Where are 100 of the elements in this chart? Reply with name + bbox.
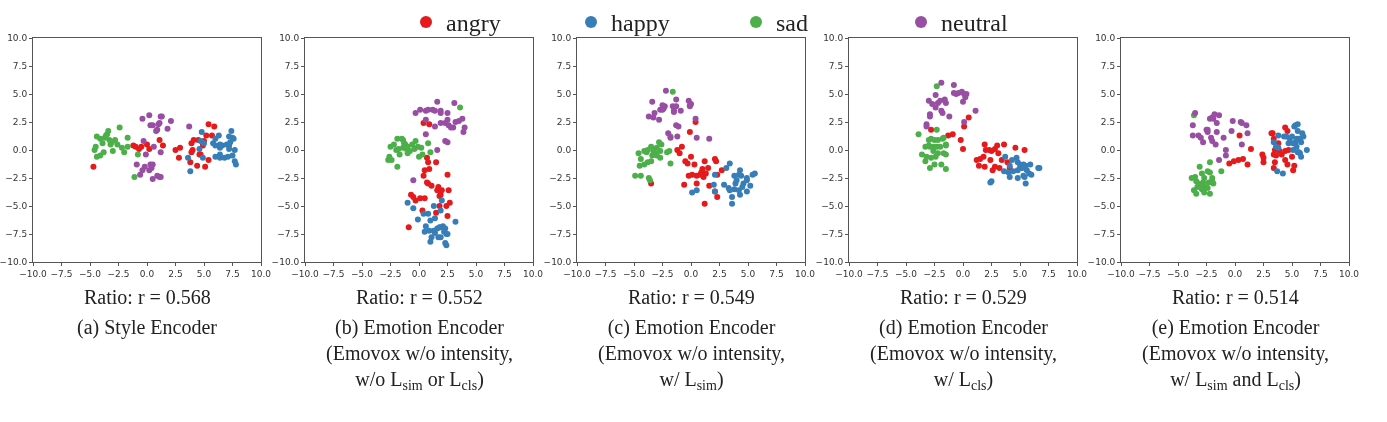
x-tick-label: −10.0 bbox=[19, 268, 48, 279]
y-tick-label: 2.5 bbox=[284, 117, 300, 128]
y-tick-label: 7.5 bbox=[12, 61, 28, 72]
x-tick-label: 7.5 bbox=[1041, 268, 1056, 279]
x-tick-label: −10.0 bbox=[563, 268, 592, 279]
y-tick-label: 5.0 bbox=[12, 89, 28, 100]
x-tick-label: 2.5 bbox=[440, 268, 455, 279]
y-tick-label: 10.0 bbox=[279, 33, 300, 44]
y-tick-label: −5.0 bbox=[5, 201, 28, 212]
y-tick-label: 10.0 bbox=[823, 33, 844, 44]
y-tick-label: −10.0 bbox=[0, 257, 28, 268]
x-tick-label: 5.0 bbox=[468, 268, 484, 279]
y-tick-label: −7.5 bbox=[5, 229, 28, 240]
y-tick-label: 0.0 bbox=[12, 145, 28, 156]
x-tick-label: 10.0 bbox=[1338, 268, 1360, 279]
x-tick-label: 0.0 bbox=[955, 268, 971, 279]
x-tick-label: −2.5 bbox=[923, 268, 946, 279]
y-tick-label: 2.5 bbox=[828, 117, 844, 128]
x-tick-label: −5.0 bbox=[895, 268, 918, 279]
y-tick-label: −10.0 bbox=[1087, 257, 1116, 268]
x-tick-label: −7.5 bbox=[594, 268, 617, 279]
y-tick-label: 2.5 bbox=[12, 117, 28, 128]
legend-label: happy bbox=[611, 10, 670, 37]
x-tick-label: −2.5 bbox=[379, 268, 402, 279]
y-tick-label: −2.5 bbox=[5, 173, 28, 184]
x-tick-label: 10.0 bbox=[1066, 268, 1088, 279]
x-tick-label: 0.0 bbox=[139, 268, 155, 279]
y-tick-label: −10.0 bbox=[543, 257, 572, 268]
text: (e) Emotion Encoder (Emovox w/o intensity, w/ L$_{sim}$ and L$_{cls}$) bbox=[1142, 316, 1330, 394]
y-tick-label: 5.0 bbox=[556, 89, 572, 100]
y-tick-label: 5.0 bbox=[1100, 89, 1116, 100]
y-tick-label: 5.0 bbox=[828, 89, 844, 100]
x-tick-label: −5.0 bbox=[1167, 268, 1190, 279]
x-tick-label: −10.0 bbox=[835, 268, 864, 279]
text: Ratio: r = 0.552 bbox=[356, 286, 483, 308]
x-tick-label: −7.5 bbox=[866, 268, 889, 279]
y-tick-label: −2.5 bbox=[821, 173, 844, 184]
x-tick-label: 5.0 bbox=[1012, 268, 1028, 279]
y-tick-label: 0.0 bbox=[284, 145, 300, 156]
y-tick-label: −5.0 bbox=[1093, 201, 1116, 212]
y-tick-label: 7.5 bbox=[1100, 61, 1116, 72]
x-tick-label: −7.5 bbox=[322, 268, 345, 279]
x-tick-label: −7.5 bbox=[1138, 268, 1161, 279]
y-tick-label: 2.5 bbox=[556, 117, 572, 128]
x-tick-label: 7.5 bbox=[1313, 268, 1328, 279]
y-tick-label: 7.5 bbox=[284, 61, 300, 72]
text: Ratio: r = 0.568 bbox=[84, 286, 211, 308]
x-tick-label: −5.0 bbox=[351, 268, 374, 279]
x-tick-label: 7.5 bbox=[769, 268, 784, 279]
x-tick-label: 10.0 bbox=[522, 268, 544, 279]
y-tick-label: −7.5 bbox=[821, 229, 844, 240]
x-tick-label: 0.0 bbox=[683, 268, 699, 279]
x-tick-label: −5.0 bbox=[623, 268, 646, 279]
x-tick-label: 0.0 bbox=[411, 268, 427, 279]
legend-label: neutral bbox=[941, 10, 1008, 37]
x-tick-label: 2.5 bbox=[984, 268, 999, 279]
y-tick-label: −7.5 bbox=[549, 229, 572, 240]
y-tick-label: 7.5 bbox=[828, 61, 844, 72]
text: Ratio: r = 0.549 bbox=[628, 286, 755, 308]
y-tick-label: 5.0 bbox=[284, 89, 300, 100]
y-tick-label: −5.0 bbox=[549, 201, 572, 212]
x-tick-label: −10.0 bbox=[1107, 268, 1136, 279]
y-tick-label: 2.5 bbox=[1100, 117, 1116, 128]
y-tick-label: −2.5 bbox=[277, 173, 300, 184]
x-tick-label: −2.5 bbox=[1195, 268, 1218, 279]
x-tick-label: 2.5 bbox=[712, 268, 727, 279]
x-tick-label: 5.0 bbox=[740, 268, 756, 279]
y-tick-label: −2.5 bbox=[549, 173, 572, 184]
text: Ratio: r = 0.529 bbox=[900, 286, 1027, 308]
legend-label: sad bbox=[776, 10, 808, 37]
text: Ratio: r = 0.514 bbox=[1172, 286, 1299, 308]
x-tick-label: 2.5 bbox=[1256, 268, 1271, 279]
x-tick-label: 7.5 bbox=[497, 268, 512, 279]
x-tick-label: 5.0 bbox=[196, 268, 212, 279]
y-tick-label: −7.5 bbox=[277, 229, 300, 240]
x-tick-label: 5.0 bbox=[1284, 268, 1300, 279]
text: (d) Emotion Encoder (Emovox w/o intensity, w/ L$_{cls}$) bbox=[870, 316, 1058, 394]
text: (b) Emotion Encoder (Emovox w/o intensity, w/o L$_{sim}$ or L$_{cls}$) bbox=[326, 316, 514, 394]
x-tick-label: −10.0 bbox=[291, 268, 320, 279]
y-tick-label: 0.0 bbox=[828, 145, 844, 156]
x-tick-label: 10.0 bbox=[794, 268, 816, 279]
x-tick-label: 10.0 bbox=[250, 268, 272, 279]
y-tick-label: −10.0 bbox=[271, 257, 300, 268]
y-tick-label: 0.0 bbox=[556, 145, 572, 156]
y-tick-label: 10.0 bbox=[1095, 33, 1116, 44]
x-tick-label: −7.5 bbox=[50, 268, 73, 279]
y-tick-label: 0.0 bbox=[1100, 145, 1116, 156]
y-tick-label: −7.5 bbox=[1093, 229, 1116, 240]
x-tick-label: −5.0 bbox=[79, 268, 102, 279]
x-tick-label: −2.5 bbox=[651, 268, 674, 279]
x-tick-label: 0.0 bbox=[1227, 268, 1243, 279]
y-tick-label: −5.0 bbox=[277, 201, 300, 212]
y-tick-label: 10.0 bbox=[7, 33, 28, 44]
y-tick-label: 10.0 bbox=[551, 33, 572, 44]
y-tick-label: −2.5 bbox=[1093, 173, 1116, 184]
x-tick-label: −2.5 bbox=[107, 268, 130, 279]
y-tick-label: −5.0 bbox=[821, 201, 844, 212]
text: (c) Emotion Encoder (Emovox w/o intensity, w/ L$_{sim}$) bbox=[598, 316, 786, 394]
x-tick-label: 2.5 bbox=[168, 268, 183, 279]
legend-label: angry bbox=[446, 10, 501, 37]
